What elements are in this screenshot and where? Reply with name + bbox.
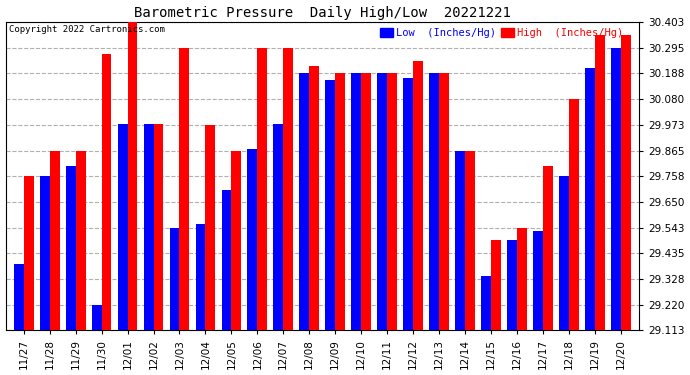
Bar [76,151,86,330]
Bar [517,228,526,330]
Bar [491,240,501,330]
Bar [309,66,319,330]
Bar [40,176,50,330]
Bar [299,73,309,330]
Bar [377,74,387,330]
Bar [569,99,579,330]
Bar [413,61,423,330]
Title: Barometric Pressure  Daily High/Low  20221221: Barometric Pressure Daily High/Low 20221… [134,6,511,20]
Bar [621,35,631,330]
Bar [101,54,112,330]
Bar [92,305,101,330]
Bar [595,35,604,330]
Bar [465,151,475,330]
Bar [257,48,267,330]
Bar [439,74,449,330]
Bar [585,68,595,330]
Bar [14,264,23,330]
Bar [351,74,361,330]
Bar [170,228,179,330]
Text: Copyright 2022 Cartronics.com: Copyright 2022 Cartronics.com [9,25,165,34]
Bar [387,74,397,330]
Bar [429,74,439,330]
Bar [50,151,59,330]
Bar [66,166,76,330]
Bar [361,74,371,330]
Bar [231,151,241,330]
Bar [206,125,215,330]
Bar [507,240,517,330]
Bar [533,231,543,330]
Bar [326,80,335,330]
Bar [559,176,569,330]
Bar [403,78,413,330]
Bar [248,150,257,330]
Bar [335,74,345,330]
Bar [455,151,465,330]
Bar [284,48,293,330]
Bar [273,124,284,330]
Legend: Low  (Inches/Hg), High  (Inches/Hg): Low (Inches/Hg), High (Inches/Hg) [376,24,627,43]
Bar [128,22,137,330]
Bar [221,190,231,330]
Bar [153,124,164,330]
Bar [179,48,189,330]
Bar [144,124,153,330]
Bar [543,166,553,330]
Bar [481,276,491,330]
Bar [611,48,621,330]
Bar [118,124,128,330]
Bar [23,176,34,330]
Bar [195,224,206,330]
